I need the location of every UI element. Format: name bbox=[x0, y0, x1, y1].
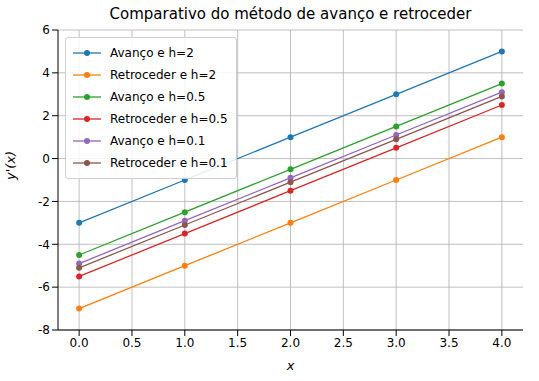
html-text:Avanço e h=0.1: Avanço e h=0.1 bbox=[110, 134, 206, 148]
svg-text:2: 2 bbox=[42, 109, 50, 123]
svg-text:2.5: 2.5 bbox=[334, 336, 353, 350]
svg-text:1.0: 1.0 bbox=[175, 336, 194, 350]
svg-text:0: 0 bbox=[42, 152, 50, 166]
svg-text:x: x bbox=[286, 358, 295, 373]
html-text:Avanço e h=2: Avanço e h=2 bbox=[110, 46, 194, 60]
svg-text:-4: -4 bbox=[38, 238, 50, 252]
svg-text:0.5: 0.5 bbox=[122, 336, 141, 350]
svg-text:0.0: 0.0 bbox=[70, 336, 89, 350]
html-text:Retroceder e h=2: Retroceder e h=2 bbox=[110, 68, 217, 82]
html-text:Avanço e h=0.5: Avanço e h=0.5 bbox=[110, 90, 206, 104]
svg-text:y'(x): y'(x) bbox=[8, 151, 18, 181]
html-text:Comparativo do método de avanç: Comparativo do método de avanço e retroc… bbox=[109, 5, 472, 23]
svg-text:4: 4 bbox=[42, 66, 50, 80]
svg-text:6: 6 bbox=[42, 23, 50, 37]
html-text:Retroceder e h=0.1: Retroceder e h=0.1 bbox=[110, 156, 228, 170]
svg-text:2.0: 2.0 bbox=[281, 336, 300, 350]
svg-text:-6: -6 bbox=[38, 280, 50, 294]
svg-text:3.0: 3.0 bbox=[387, 336, 406, 350]
svg-text:4.0: 4.0 bbox=[492, 336, 511, 350]
svg-text:3.5: 3.5 bbox=[439, 336, 458, 350]
svg-text:-2: -2 bbox=[38, 195, 50, 209]
html-text:Retroceder e h=0.5: Retroceder e h=0.5 bbox=[110, 112, 228, 126]
svg-text:-8: -8 bbox=[38, 323, 50, 337]
svg-text:1.5: 1.5 bbox=[228, 336, 247, 350]
